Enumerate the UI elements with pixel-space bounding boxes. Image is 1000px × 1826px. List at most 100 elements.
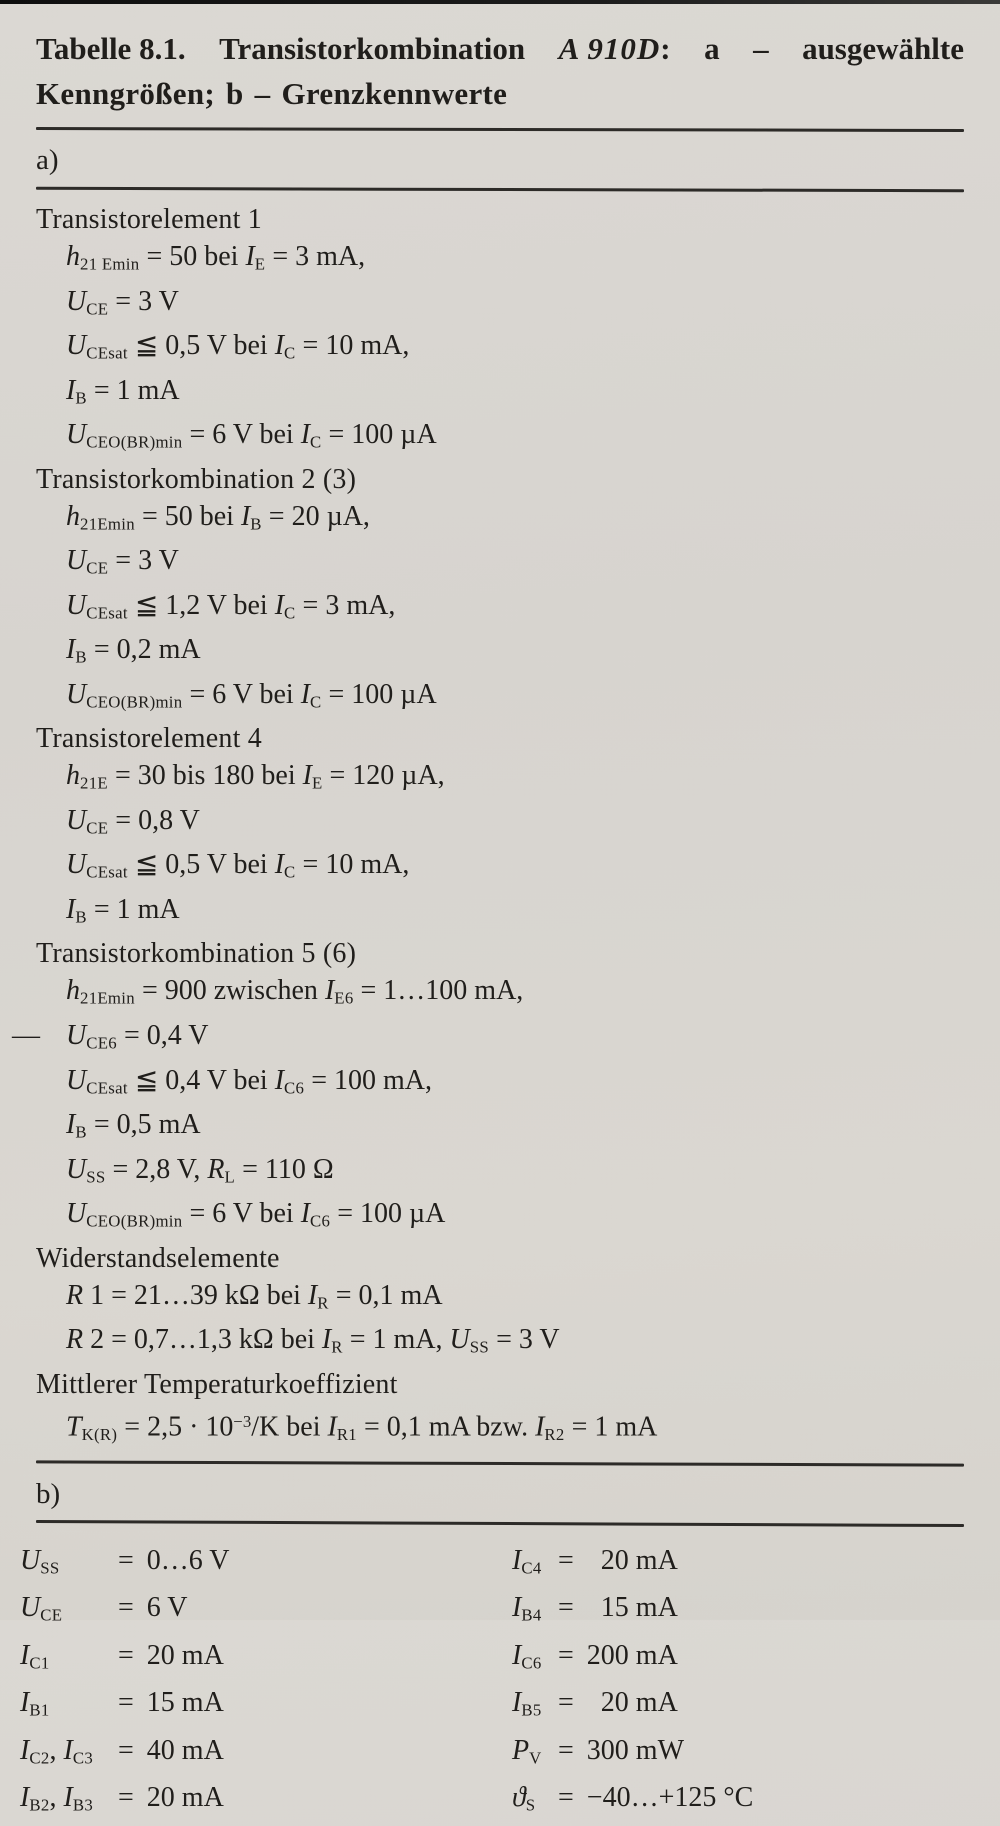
limit-label: IC4 [512,1544,542,1578]
formula-line: R 2 = 0,7…1,3 kΩ bei IR = 1 mA, USS = 3 … [66,1324,560,1357]
table-title: Tabelle 8.1. Transistorkombination A 910… [36,26,964,116]
limit-value: 20 mA [146,1782,224,1814]
title-device-name: A 910D: [558,31,671,66]
equals-sign: = [118,1544,134,1576]
formula-line: IB = 1 mA [66,893,180,927]
formula-line: UCEO(BR)min = 6 V bei IC = 100 µA [66,678,437,712]
formula-line: h21 Emin = 50 bei IE = 3 mA, [66,241,366,274]
formula-line: UCEO(BR)min = 6 V bei IC = 100 µA [66,419,437,452]
equals-sign: = [558,1734,574,1766]
limit-label: UCE [20,1592,63,1625]
limit-row: IB4 = 15 mA [512,1588,964,1636]
formula-line: h21Emin = 900 zwischen IE6 = 1…100 mA, [66,975,524,1008]
section-b: USS = 0…6 V UCE = 6 V IC1 = 20 mA IB1 = … [20,1525,964,1826]
limit-value: 20 mA [586,1687,678,1719]
group-heading: Widerstandselemente [36,1242,280,1274]
limit-row: IC4 = 20 mA [512,1541,964,1589]
equals-sign: = [558,1544,574,1576]
formula-line: UCEsat ≦ 0,4 V bei IC6 = 100 mA, [66,1064,433,1098]
formula-line: — UCE6 = 0,4 V [12,1019,209,1053]
formula-line: h21E = 30 bis 180 bei IE = 120 µA, [66,760,445,793]
equals-sign: = [118,1592,134,1624]
formula-line: IB = 0,2 mA [66,634,201,667]
limits-column-right: IC4 = 20 mA IB4 = 15 mA IC6 = 200 mA IB5… [512,1541,964,1826]
title-dash: – [753,31,769,66]
formula-line: UCEsat ≦ 1,2 V bei IC = 3 mA, [66,589,396,623]
limit-label: IC1 [20,1639,50,1673]
equals-sign: = [118,1639,134,1671]
section-a: Transistorelement 1 h21 Emin = 50 bei IE… [12,191,964,1462]
limit-row: UCE = 6 V [20,1588,512,1636]
formula-line: TK(R) = 2,5 · 10−3/K bei IR1 = 0,1 mA bz… [66,1411,658,1444]
limit-value: 15 mA [586,1592,678,1624]
parameter-group: Transistorelement 4 h21E = 30 bis 180 be… [36,720,964,935]
formula-line: USS = 2,8 V, RL = 110 Ω [66,1153,334,1187]
equals-sign: = [558,1782,574,1814]
formula-line: UCE = 3 V [66,285,179,319]
equals-sign: = [558,1592,574,1624]
group-heading: Mittlerer Temperaturkoeffizient [36,1368,398,1400]
limit-label: PV [512,1734,542,1768]
formula-line: h21Emin = 50 bei IB = 20 µA, [66,500,370,534]
limit-row: IC1 = 20 mA [20,1636,512,1684]
limits-column-left: USS = 0…6 V UCE = 6 V IC1 = 20 mA IB1 = … [20,1541,512,1826]
section-a-label: a) [36,144,59,176]
formula-line: IB = 0,5 mA [66,1109,201,1142]
parameter-group: Mittlerer Temperaturkoeffizient TK(R) = … [36,1366,964,1453]
scanned-page: Tabelle 8.1. Transistorkombination A 910… [0,26,1000,1826]
parameter-group: Transistorkombination 5 (6) h21Emin = 90… [12,935,964,1239]
limit-value: 200 mA [586,1639,678,1671]
limit-row: USS = 0…6 V [20,1541,512,1589]
formula-line: UCE = 0,8 V [66,804,200,838]
parameter-group: Transistorkombination 2 (3) h21Emin = 50… [36,461,964,721]
limit-label: ϑS [512,1782,536,1815]
formula-line: UCEsat ≦ 0,5 V bei IC = 10 mA, [66,330,410,363]
limit-row: IB5 = 20 mA [512,1683,964,1731]
title-table-number: Tabelle 8.1. [36,31,186,66]
title-part-a-desc: ausgewählte [802,31,964,66]
limit-row: IB1 = 15 mA [20,1683,512,1731]
table-title-line2: Kenngrößen; b – Grenzkennwerte [36,76,508,111]
limit-value: −40…+125 °C [586,1782,754,1814]
group-heading: Transistorelement 4 [36,723,262,755]
parameter-group: Transistorelement 1 h21 Emin = 50 bei IE… [36,201,964,461]
scan-edge-top [0,0,1000,4]
group-heading: Transistorkombination 2 (3) [36,463,357,495]
limit-row: IC2, IC3 = 40 mA [20,1731,512,1779]
limit-label: USS [20,1544,60,1578]
equals-sign: = [558,1687,574,1719]
group-heading: Transistorelement 1 [36,204,262,235]
formula-line: R 1 = 21…39 kΩ bei IR = 0,1 mA [66,1279,443,1313]
limit-label: IC2, IC3 [20,1734,94,1768]
limit-label: IB1 [20,1687,50,1720]
limit-label: IB4 [512,1592,542,1625]
limit-row: ϑS = −40…+125 °C [512,1778,964,1826]
limit-row: PV = 300 mW [512,1731,964,1779]
equals-sign: = [118,1687,134,1719]
limit-row: IB2, IB3 = 20 mA [20,1778,512,1826]
table-title-line1: Tabelle 8.1. Transistorkombination A 910… [36,26,964,71]
section-b-label: b) [36,1477,61,1510]
formula-line: UCE = 3 V [66,545,179,578]
formula-line: UCEO(BR)min = 6 V bei IC6 = 100 µA [66,1198,446,1231]
equals-sign: = [118,1782,134,1814]
limit-label: IB5 [512,1687,542,1720]
group-heading: Transistorkombination 5 (6) [36,938,357,970]
limit-row: IC6 = 200 mA [512,1636,964,1684]
limit-label: IC6 [512,1639,542,1673]
limit-value: 20 mA [146,1639,224,1671]
equals-sign: = [118,1734,134,1766]
parameter-group: Widerstandselemente R 1 = 21…39 kΩ bei I… [36,1240,964,1366]
equals-sign: = [558,1639,574,1671]
limit-value: 40 mA [146,1734,224,1766]
formula-line: IB = 1 mA [66,374,180,408]
limit-value: 300 mW [586,1734,685,1766]
formula-line: UCEsat ≦ 0,5 V bei IC = 10 mA, [66,849,410,882]
title-subject: Transistorkombination [219,31,526,66]
limit-label: IB2, IB3 [20,1782,94,1815]
limit-value: 20 mA [586,1544,678,1576]
limit-value: 6 V [146,1592,188,1624]
limit-value: 0…6 V [146,1544,230,1576]
title-part-a: a [704,31,720,66]
limit-value: 15 mA [146,1687,224,1719]
